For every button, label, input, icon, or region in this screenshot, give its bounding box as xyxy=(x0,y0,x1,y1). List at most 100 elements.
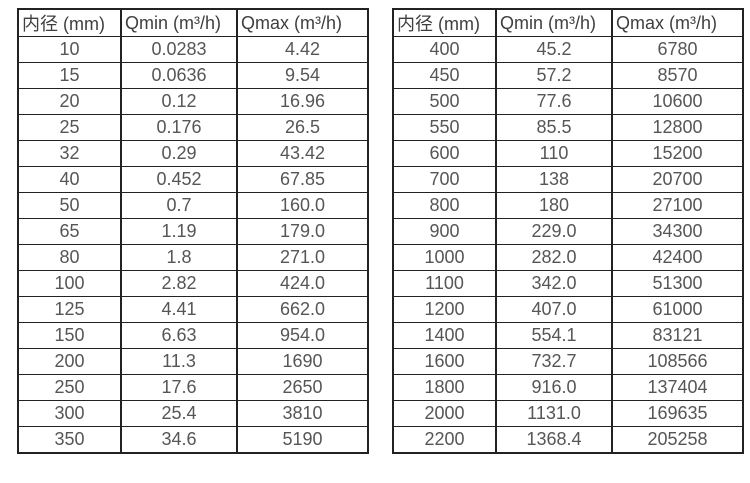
table-cell: 34300 xyxy=(611,218,744,245)
table-row: 500 77.6 10600 xyxy=(392,88,744,115)
table-cell: 125 xyxy=(17,296,122,323)
table-cell: 0.0636 xyxy=(120,62,238,89)
table-cell: 400 xyxy=(392,36,497,63)
table-cell: 424.0 xyxy=(236,270,369,297)
table-cell: 8570 xyxy=(611,62,744,89)
table-row: 15 0.0636 9.54 xyxy=(17,62,369,89)
flow-table-small-diameters: 内径 (mm) Qmin (m³/h) Qmax (m³/h) 10 0.0283 4.4… xyxy=(17,8,369,454)
column-header: Qmax (m³/h) xyxy=(236,8,369,37)
table-cell: 271.0 xyxy=(236,244,369,271)
table-cell: 1.19 xyxy=(120,218,238,245)
table-cell: 110 xyxy=(495,140,613,167)
table-cell: 350 xyxy=(17,426,122,454)
table-cell: 12800 xyxy=(611,114,744,141)
table-cell: 20 xyxy=(17,88,122,115)
table-row: 80 1.8 271.0 xyxy=(17,244,369,271)
header-row: 内径 (mm) Qmin (m³/h) Qmax (m³/h) xyxy=(17,8,369,37)
table-cell: 0.12 xyxy=(120,88,238,115)
table-cell: 205258 xyxy=(611,426,744,454)
table-cell: 150 xyxy=(17,322,122,349)
table-row: 300 25.4 3810 xyxy=(17,400,369,427)
table-row: 200 11.3 1690 xyxy=(17,348,369,375)
table-row: 150 6.63 954.0 xyxy=(17,322,369,349)
table-cell: 554.1 xyxy=(495,322,613,349)
table-cell: 250 xyxy=(17,374,122,401)
header-row: 内径 (mm) Qmin (m³/h) Qmax (m³/h) xyxy=(392,8,744,37)
table-row: 350 34.6 5190 xyxy=(17,426,369,454)
table-cell: 45.2 xyxy=(495,36,613,63)
table-row: 250 17.6 2650 xyxy=(17,374,369,401)
table-cell: 65 xyxy=(17,218,122,245)
table-row: 600 110 15200 xyxy=(392,140,744,167)
table-row: 1100 342.0 51300 xyxy=(392,270,744,297)
table-cell: 26.5 xyxy=(236,114,369,141)
table-cell: 4.41 xyxy=(120,296,238,323)
table-cell: 100 xyxy=(17,270,122,297)
table-cell: 900 xyxy=(392,218,497,245)
column-header: 内径 (mm) xyxy=(392,8,497,37)
table-cell: 1800 xyxy=(392,374,497,401)
table-row: 1200 407.0 61000 xyxy=(392,296,744,323)
table-cell: 407.0 xyxy=(495,296,613,323)
table-cell: 6.63 xyxy=(120,322,238,349)
table-cell: 83121 xyxy=(611,322,744,349)
table-row: 65 1.19 179.0 xyxy=(17,218,369,245)
table-cell: 85.5 xyxy=(495,114,613,141)
table-cell: 1.8 xyxy=(120,244,238,271)
table-cell: 51300 xyxy=(611,270,744,297)
table-cell: 550 xyxy=(392,114,497,141)
table-cell: 108566 xyxy=(611,348,744,375)
table-cell: 450 xyxy=(392,62,497,89)
table-row: 50 0.7 160.0 xyxy=(17,192,369,219)
table-cell: 2.82 xyxy=(120,270,238,297)
table-cell: 1690 xyxy=(236,348,369,375)
table-cell: 43.42 xyxy=(236,140,369,167)
table-cell: 6780 xyxy=(611,36,744,63)
table-cell: 1131.0 xyxy=(495,400,613,427)
table-cell: 300 xyxy=(17,400,122,427)
table-cell: 0.452 xyxy=(120,166,238,193)
table-cell: 20700 xyxy=(611,166,744,193)
table-cell: 200 xyxy=(17,348,122,375)
table-cell: 40 xyxy=(17,166,122,193)
table-cell: 137404 xyxy=(611,374,744,401)
flow-table-large-diameters: 内径 (mm) Qmin (m³/h) Qmax (m³/h) 400 45.2 6780… xyxy=(392,8,744,454)
table-cell: 25 xyxy=(17,114,122,141)
table-cell: 10600 xyxy=(611,88,744,115)
flow-spec-table-small: 内径 (mm) Qmin (m³/h) Qmax (m³/h) 10 0.0283 4.4… xyxy=(17,8,369,454)
table-cell: 2200 xyxy=(392,426,497,454)
table-cell: 138 xyxy=(495,166,613,193)
table-cell: 32 xyxy=(17,140,122,167)
table-row: 25 0.176 26.5 xyxy=(17,114,369,141)
column-header: Qmin (m³/h) xyxy=(495,8,613,37)
table-cell: 9.54 xyxy=(236,62,369,89)
table-cell: 77.6 xyxy=(495,88,613,115)
table-row: 125 4.41 662.0 xyxy=(17,296,369,323)
table-cell: 1000 xyxy=(392,244,497,271)
table-cell: 1600 xyxy=(392,348,497,375)
table-cell: 42400 xyxy=(611,244,744,271)
table-row: 10 0.0283 4.42 xyxy=(17,36,369,63)
table-cell: 3810 xyxy=(236,400,369,427)
table-cell: 169635 xyxy=(611,400,744,427)
table-row: 700 138 20700 xyxy=(392,166,744,193)
table-cell: 17.6 xyxy=(120,374,238,401)
table-cell: 600 xyxy=(392,140,497,167)
table-cell: 2000 xyxy=(392,400,497,427)
column-header: Qmin (m³/h) xyxy=(120,8,238,37)
table-cell: 662.0 xyxy=(236,296,369,323)
table-cell: 27100 xyxy=(611,192,744,219)
table-row: 2200 1368.4 205258 xyxy=(392,426,744,454)
table-row: 40 0.452 67.85 xyxy=(17,166,369,193)
table-cell: 179.0 xyxy=(236,218,369,245)
table-row: 1400 554.1 83121 xyxy=(392,322,744,349)
table-row: 900 229.0 34300 xyxy=(392,218,744,245)
table-cell: 0.0283 xyxy=(120,36,238,63)
column-header: Qmax (m³/h) xyxy=(611,8,744,37)
table-row: 1600 732.7 108566 xyxy=(392,348,744,375)
table-cell: 15200 xyxy=(611,140,744,167)
table-row: 800 180 27100 xyxy=(392,192,744,219)
table-cell: 5190 xyxy=(236,426,369,454)
column-header: 内径 (mm) xyxy=(17,8,122,37)
table-cell: 11.3 xyxy=(120,348,238,375)
